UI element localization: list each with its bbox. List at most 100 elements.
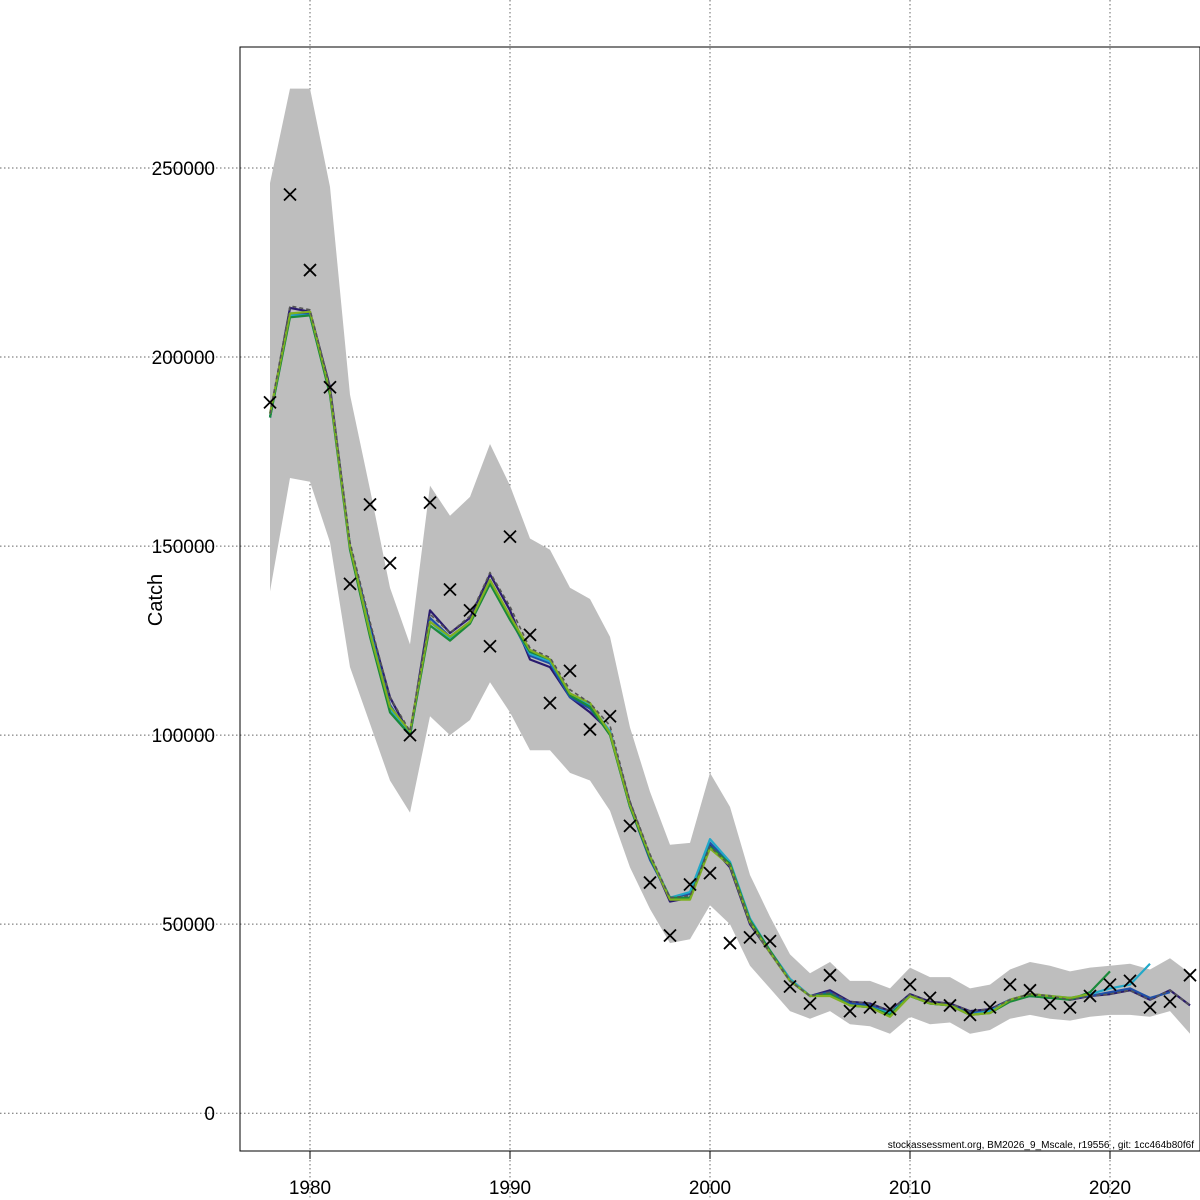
observed-point <box>1103 978 1117 992</box>
observed-point <box>903 978 917 992</box>
observed-point <box>923 991 937 1005</box>
observed-point <box>1083 989 1097 1003</box>
observed-point-stroke <box>663 928 677 943</box>
observed-point-stroke <box>983 1000 997 1014</box>
y-tick-label: 200000 <box>152 348 215 369</box>
observed-point-stroke <box>1163 995 1177 1009</box>
observed-point <box>263 395 277 410</box>
observed-point-stroke <box>463 603 477 617</box>
y-axis-label: Catch <box>145 574 167 626</box>
observed-point-stroke <box>1123 974 1137 988</box>
observed-point-stroke <box>1143 1000 1157 1014</box>
observed-point-stroke <box>883 1002 897 1016</box>
observed-point <box>1063 1000 1077 1014</box>
observed-point-stroke <box>1003 978 1017 992</box>
observed-point <box>983 1000 997 1014</box>
observed-point-stroke <box>1083 989 1097 1003</box>
observed-point <box>303 263 317 277</box>
observed-point-stroke <box>903 978 917 992</box>
observed-point-stroke <box>403 728 417 742</box>
confidence-band <box>270 88 1190 1034</box>
observed-point <box>403 728 417 742</box>
observed-point-stroke <box>1063 1000 1077 1014</box>
observed-point <box>1043 996 1057 1011</box>
observed-point-stroke <box>563 664 577 678</box>
observed-point-stroke <box>1043 996 1057 1011</box>
observed-point <box>503 529 517 544</box>
y-tick-label: 50000 <box>162 915 215 936</box>
observed-point <box>763 934 777 948</box>
observed-point-stroke <box>803 996 817 1011</box>
observed-point-stroke <box>523 628 537 642</box>
observed-point-stroke <box>683 877 697 892</box>
observed-point-stroke <box>703 866 717 880</box>
observed-point-stroke <box>443 582 457 597</box>
observed-point <box>823 968 837 982</box>
x-axis-ticks: 1980 1990 2000 2010 2020 <box>289 1151 1131 1199</box>
y-tick-label: 250000 <box>152 159 215 180</box>
observed-point <box>363 497 377 512</box>
observed-point <box>483 639 497 653</box>
series-line-6 <box>269 305 1191 1012</box>
plot-frame <box>239 46 1200 1152</box>
observed-point <box>283 187 297 202</box>
observed-point <box>803 996 817 1011</box>
observed-point-stroke <box>783 979 797 994</box>
observed-point <box>963 1008 977 1022</box>
observed-point-stroke <box>323 380 337 394</box>
y-tick-label: 100000 <box>152 726 215 747</box>
observed-point-stroke <box>943 998 957 1013</box>
series-line-5 <box>268 310 1091 1018</box>
y-axis-ticks: 0 50000 100000 150000 200000 250000 <box>152 159 215 1125</box>
x-tick-label: 1980 <box>289 1178 331 1199</box>
observed-point <box>1163 995 1177 1009</box>
observed-point <box>1003 978 1017 992</box>
observed-point <box>323 380 337 394</box>
observed-point-stroke <box>583 722 597 737</box>
observed-point <box>883 1002 897 1016</box>
observed-point <box>423 495 437 510</box>
observed-point <box>343 577 357 591</box>
observed-point-stroke <box>1183 968 1197 982</box>
observed-point-stroke <box>923 991 937 1005</box>
observed-point <box>463 603 477 617</box>
observed-point <box>1023 983 1037 997</box>
observed-point <box>383 556 397 570</box>
observed-point-stroke <box>863 1000 877 1014</box>
observed-point-stroke <box>343 577 357 591</box>
observed-point <box>703 866 717 880</box>
y-tick-label: 0 <box>204 1104 215 1125</box>
observed-point <box>543 696 557 710</box>
observed-point <box>1183 968 1197 982</box>
observed-point <box>443 582 457 597</box>
x-tick-label: 2000 <box>689 1178 731 1199</box>
observed-point-stroke <box>283 187 297 202</box>
observed-point-stroke <box>303 263 317 277</box>
observed-point-stroke <box>483 639 497 653</box>
y-tick-label: 150000 <box>152 537 215 558</box>
observed-point <box>603 709 617 723</box>
observed-point <box>743 930 757 945</box>
observed-point <box>663 928 677 943</box>
observed-point <box>623 819 637 833</box>
observed-point-stroke <box>623 819 637 833</box>
observed-point <box>1143 1000 1157 1014</box>
observed-point-stroke <box>543 696 557 710</box>
observed-point <box>783 979 797 994</box>
observed-point-stroke <box>363 497 377 512</box>
observed-point-stroke <box>1023 983 1037 997</box>
observed-point <box>563 664 577 678</box>
observed-point-stroke <box>723 936 737 950</box>
observed-point-stroke <box>263 395 277 410</box>
x-tick-label: 2020 <box>1089 1178 1131 1199</box>
observed-point-stroke <box>423 495 437 510</box>
observed-point-stroke <box>843 1004 857 1018</box>
observed-point <box>1123 974 1137 988</box>
footer-credit: stockassessment.org, BM2026_9_Mscale, r1… <box>888 1140 1195 1151</box>
observed-point-stroke <box>823 968 837 982</box>
observed-point <box>583 722 597 737</box>
observed-point-stroke <box>763 934 777 948</box>
x-tick-label: 1990 <box>489 1178 531 1199</box>
